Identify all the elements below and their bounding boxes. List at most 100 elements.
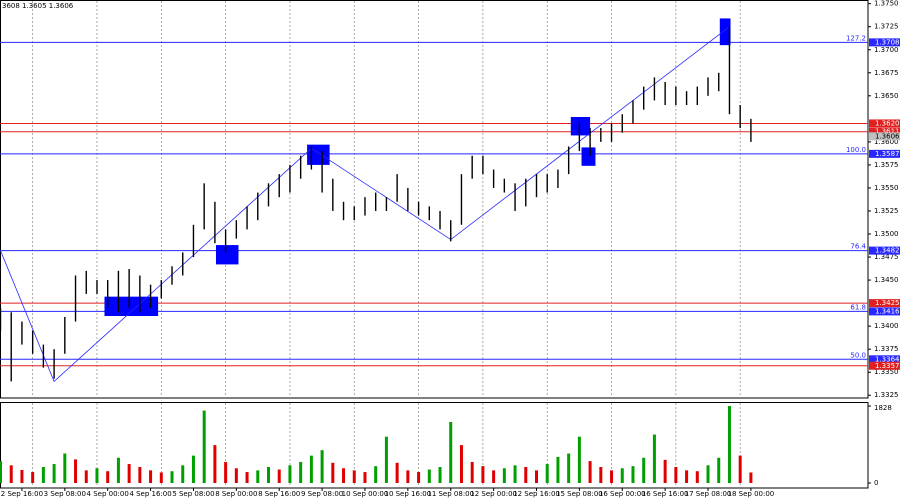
fib-label: 76.4 [850,243,866,251]
zone [307,144,330,165]
y-tick-label: 1.3550 [874,184,899,192]
level-label: 1.3416 [875,307,900,315]
volume-bar [695,471,699,483]
volume-bar [288,465,292,483]
volume-bar [567,453,571,483]
y-tick-label: 1.3375 [874,345,899,353]
volume-bar [256,470,260,483]
volume-bar [727,406,731,483]
y-tick-label: 1.3500 [874,230,899,238]
volume-bar [234,468,238,483]
y-tick-label: 1.3400 [874,322,899,330]
zone [215,245,239,265]
current-price-label: 1.3606 [875,132,900,140]
y-tick-label: 1.3475 [874,253,899,261]
volume-bar [63,453,67,483]
zone [719,18,731,46]
volume-bar [459,445,463,483]
x-tick-label: 11 Sep 08:00 [427,490,474,498]
x-tick-label: 4 Sep 16:00 [129,490,171,498]
x-tick-label: 4 Sep 00:00 [87,490,129,498]
y-tick-label: 1.3325 [874,391,899,399]
x-tick-label: 10 Sep 00:00 [342,490,389,498]
y-tick-label: 1.3575 [874,161,899,169]
volume-bar [663,459,667,483]
volume-bar [427,469,431,483]
volume-bar [513,465,517,483]
volume-bar [245,472,249,483]
volume-bar [320,450,324,483]
x-tick-label: 10 Sep 16:00 [384,490,431,498]
level-box [869,119,900,128]
volume-bar [116,457,120,483]
x-tick-label: 2 Sep 16:00 [1,490,43,498]
volume-bar [277,469,281,483]
volume-bar [138,467,142,483]
zone [581,147,596,166]
level-box [869,246,900,255]
volume-bar [749,472,753,483]
level-label: 1.3587 [875,150,900,158]
volume-bar [545,464,549,483]
volume-bar [95,468,99,483]
volume-bar [149,470,153,483]
volume-bar [181,465,185,483]
y-tick-label: 1.3525 [874,207,899,215]
level-label: 1.3482 [875,247,900,255]
fib-label: 61.8 [850,303,866,311]
x-tick-label: 15 Sep 08:00 [556,490,603,498]
volume-tick-label: 1828 [874,404,892,412]
volume-bar [449,421,453,483]
volume-bar [706,465,710,483]
volume-bar [738,455,742,483]
volume-bar [127,464,131,483]
y-tick-label: 1.3450 [874,276,899,284]
x-tick-label: 5 Sep 08:00 [172,490,214,498]
volume-bar [652,434,656,483]
y-tick-label: 1.3600 [874,138,899,146]
volume-bar [524,467,528,483]
level-label: 1.3357 [875,362,900,370]
x-tick-label: 12 Sep 00:00 [470,490,517,498]
volume-bar [84,470,88,483]
volume-bar [717,457,721,483]
y-tick-label: 1.3675 [874,69,899,77]
volume-bar [213,445,217,483]
volume-bar [352,470,356,483]
x-tick-label: 17 Sep 08:00 [685,490,732,498]
volume-bar [610,470,614,483]
volume-bar [31,472,35,483]
volume-bar [406,470,410,483]
level-box [869,127,900,136]
volume-bar [470,461,474,483]
x-tick-label: 8 Sep 16:00 [258,490,300,498]
y-tick-label: 1.3750 [874,0,899,8]
volume-bar [631,466,635,483]
level-label: 1.3611 [875,128,900,136]
volume-bar [224,461,228,483]
fib-label: 127.2 [846,34,866,42]
volume-bar [52,464,56,483]
volume-bar [492,470,496,483]
volume-bar [620,468,624,483]
fib-label: 100.0 [846,146,866,154]
x-tick-label: 16 Sep 00:00 [599,490,646,498]
volume-panel [0,402,869,489]
volume-tick-label: 0 [874,479,878,487]
volume-bar [535,470,538,483]
volume-bar [502,468,506,483]
level-box [869,149,900,158]
volume-bar [417,472,421,483]
level-label: 1.3425 [875,299,900,307]
y-tick-label: 1.3650 [874,92,899,100]
level-label: 1.3708 [875,38,900,46]
y-tick-label: 1.3700 [874,46,899,54]
volume-bar [159,472,163,483]
volume-bar [642,457,646,483]
volume-bar [384,436,388,483]
volume-bar [0,461,2,483]
x-tick-label: 8 Sep 00:00 [215,490,257,498]
level-label: 1.3620 [875,119,900,127]
